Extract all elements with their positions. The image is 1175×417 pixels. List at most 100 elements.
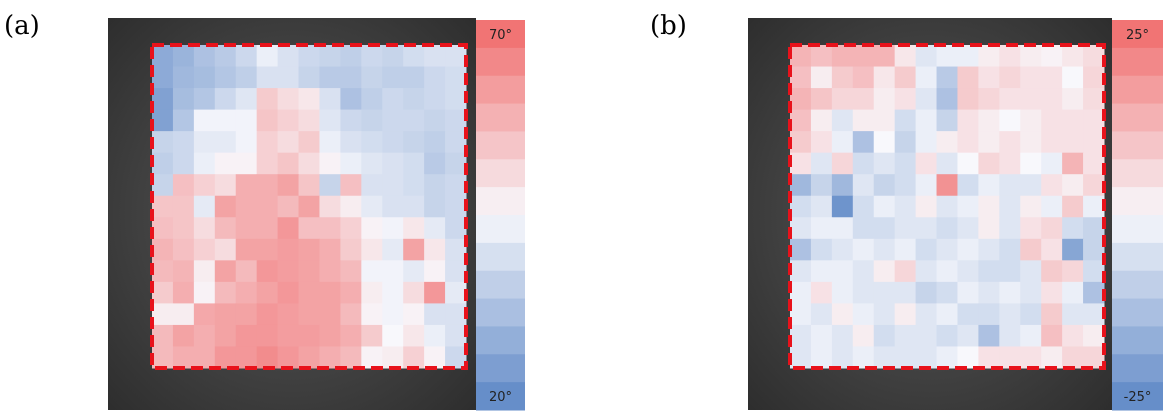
heatmap-cell — [277, 260, 300, 283]
heatmap-cell — [1083, 66, 1105, 89]
heatmap-cell — [277, 131, 300, 154]
heatmap-cell — [382, 45, 404, 68]
heatmap-cell — [193, 303, 216, 326]
heatmap-cell — [340, 303, 362, 326]
heatmap-cell — [831, 131, 854, 154]
heatmap-cell — [894, 324, 917, 347]
heatmap-cell — [277, 346, 300, 369]
heatmap-cell — [382, 131, 404, 154]
heatmap-cell — [894, 346, 917, 369]
heatmap-cell — [852, 88, 875, 111]
heatmap-cell — [915, 281, 938, 304]
heatmap-cell — [831, 238, 854, 261]
heatmap-cell — [1041, 281, 1063, 304]
heatmap-cell — [193, 88, 216, 111]
heatmap-cell — [1083, 260, 1105, 283]
heatmap-cell — [1020, 45, 1042, 68]
heatmap-cell — [361, 324, 383, 347]
panel-label: (b) — [650, 11, 687, 41]
heatmap-cell — [936, 174, 958, 197]
heatmap-cell — [319, 66, 341, 89]
heatmap-cell — [957, 131, 979, 154]
heatmap-cell — [915, 324, 938, 347]
colorbar-step — [476, 103, 525, 132]
colorbar-step — [476, 326, 525, 355]
heatmap-cell — [214, 174, 237, 197]
heatmap-cell — [831, 281, 854, 304]
heatmap-cell — [936, 45, 958, 68]
heatmap-cell — [340, 281, 362, 304]
heatmap-cell — [894, 66, 917, 89]
heatmap-cell — [957, 281, 979, 304]
heatmap-cell — [152, 324, 174, 347]
heatmap-cell — [424, 109, 446, 132]
colorbar-step — [476, 47, 525, 77]
heatmap-cell — [873, 195, 896, 218]
heatmap-cell — [1062, 324, 1084, 347]
heatmap-cell — [319, 238, 341, 261]
heatmap-cell — [214, 109, 237, 132]
heatmap-cell — [235, 260, 258, 283]
heatmap-cell — [936, 324, 958, 347]
colorbar-step — [476, 242, 525, 272]
heatmap-cell — [172, 152, 195, 175]
heatmap-cell — [152, 174, 174, 197]
heatmap-cell — [1041, 195, 1063, 218]
heatmap-cell — [957, 66, 979, 89]
heatmap-cell — [852, 260, 875, 283]
heatmap-cell — [810, 346, 833, 369]
heatmap-cell — [214, 88, 237, 111]
heatmap-cell — [298, 66, 320, 89]
heatmap-cell — [361, 260, 383, 283]
heatmap-cell — [256, 88, 279, 111]
heatmap-cell — [214, 281, 237, 304]
heatmap-cell — [403, 131, 425, 154]
heatmap-cell — [1083, 195, 1105, 218]
heatmap-cell — [277, 152, 300, 175]
heatmap-cell — [936, 281, 958, 304]
heatmap-cell — [790, 88, 812, 111]
heatmap-cell — [915, 152, 938, 175]
heatmap-cell — [424, 260, 446, 283]
heatmap-cell — [978, 109, 1000, 132]
heatmap-cell — [999, 152, 1021, 175]
heatmap-cell — [1020, 195, 1042, 218]
heatmap-cell — [340, 45, 362, 68]
colorbar-step — [1112, 242, 1163, 272]
heatmap-cell — [298, 88, 320, 111]
heatmap-cell — [193, 109, 216, 132]
heatmap-cell — [1083, 131, 1105, 154]
heatmap-cell — [894, 303, 917, 326]
heatmap-cell — [873, 303, 896, 326]
heatmap-cell — [1020, 131, 1042, 154]
heatmap-cell — [340, 346, 362, 369]
heatmap-cell — [424, 131, 446, 154]
heatmap-cell — [445, 260, 467, 283]
heatmap-cell — [873, 281, 896, 304]
heatmap-cell — [790, 45, 812, 68]
heatmap-cell — [936, 152, 958, 175]
heatmap-cell — [790, 217, 812, 240]
heatmap-cell — [277, 45, 300, 68]
colorbar-step — [476, 75, 525, 105]
heatmap-cell — [999, 88, 1021, 111]
heatmap-cell — [172, 303, 195, 326]
heatmap-cell — [831, 195, 854, 218]
heatmap-cell — [235, 281, 258, 304]
heatmap-cell — [382, 109, 404, 132]
heatmap-cell — [193, 346, 216, 369]
heatmap-cell — [403, 346, 425, 369]
heatmap-cell — [810, 195, 833, 218]
heatmap-cell — [810, 217, 833, 240]
heatmap-cell — [810, 88, 833, 111]
heatmap-cell — [957, 45, 979, 68]
heatmap-cell — [957, 260, 979, 283]
heatmap-cell — [873, 88, 896, 111]
heatmap-cell — [957, 109, 979, 132]
heatmap-cell — [790, 281, 812, 304]
heatmap-cell — [361, 281, 383, 304]
heatmap-cell — [915, 303, 938, 326]
heatmap-cell — [152, 152, 174, 175]
heatmap-cell — [936, 66, 958, 89]
heatmap-cell — [957, 346, 979, 369]
